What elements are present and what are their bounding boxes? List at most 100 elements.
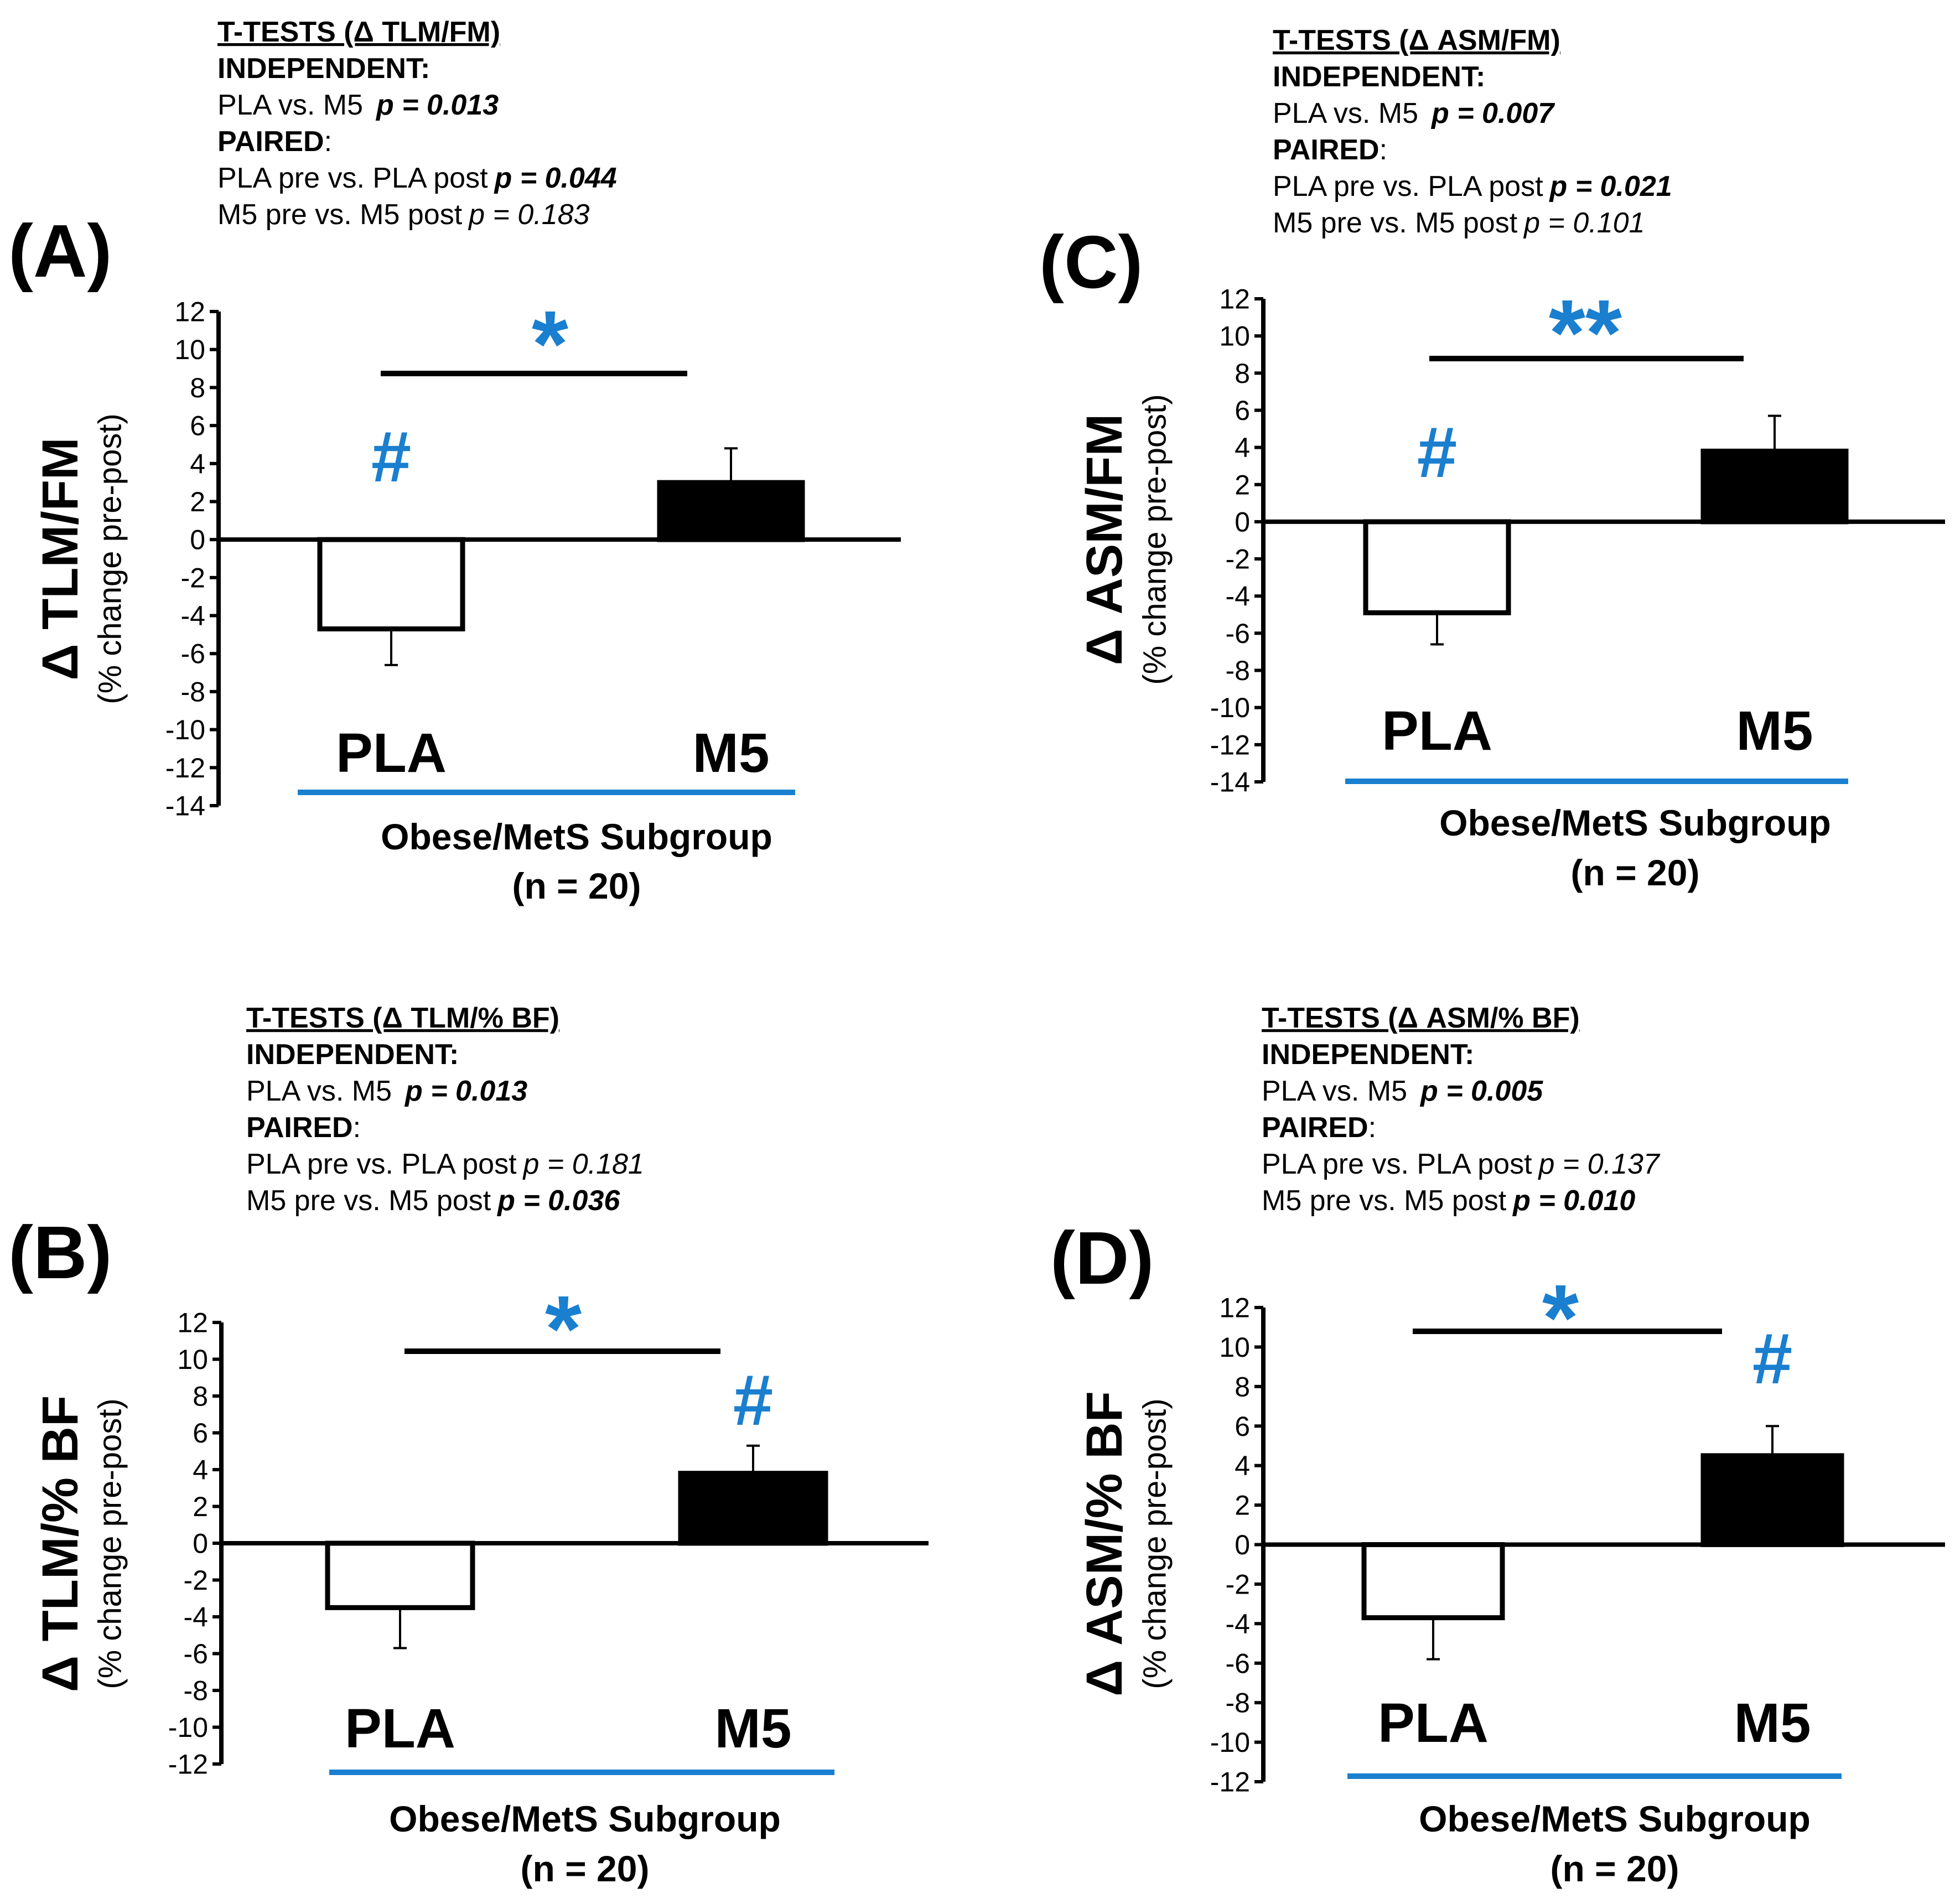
- category-label-m5: M5: [1734, 1692, 1811, 1754]
- stats-independent-p: p = 0.013: [404, 1075, 527, 1107]
- significance-star: *: [532, 292, 568, 397]
- stats-pla-text: PLA pre vs. PLA post: [217, 162, 488, 194]
- stats-paired-colon: :: [1380, 134, 1387, 166]
- y-tick-label: -8: [1226, 655, 1250, 686]
- y-tick-label: -2: [1226, 544, 1250, 575]
- y-tick-label: -2: [181, 562, 205, 593]
- y-tick-label: 2: [1235, 1490, 1250, 1521]
- hash-marker: #: [371, 416, 411, 497]
- stats-pla-row: PLA pre vs. PLA post p = 0.021: [1273, 170, 1672, 203]
- y-tick-label: -8: [184, 1675, 208, 1706]
- significance-star: **: [1549, 281, 1622, 386]
- stats-paired-label: PAIRED: [1273, 134, 1380, 166]
- y-tick-label: 0: [1235, 1529, 1250, 1560]
- y-tick-label: 8: [1235, 358, 1250, 389]
- stats-pla-text: PLA pre vs. PLA post: [1273, 170, 1543, 203]
- group-label: Obese/MetS Subgroup: [389, 1798, 781, 1839]
- y-tick-label: -12: [1210, 729, 1250, 760]
- y-tick-label: 4: [1235, 1450, 1250, 1481]
- y-axis-title: Δ ASM/% BF: [1076, 1391, 1133, 1697]
- y-tick-label: -4: [184, 1602, 208, 1633]
- hash-marker: #: [733, 1360, 773, 1440]
- stats-pla-text: PLA pre vs. PLA post: [246, 1148, 517, 1180]
- bar-pla: [1363, 519, 1511, 615]
- stats-pla-p: p = 0.181: [522, 1148, 644, 1180]
- stats-pla-row: PLA pre vs. PLA post p = 0.137: [1262, 1148, 1661, 1180]
- y-axis-title: Δ ASM/FM: [1076, 414, 1133, 666]
- y-tick-label: 12: [174, 297, 205, 328]
- category-label-pla: PLA: [1382, 700, 1492, 762]
- hash-marker: #: [1417, 412, 1457, 492]
- category-label-pla: PLA: [336, 722, 447, 784]
- stats-pla-p: p = 0.044: [494, 162, 617, 194]
- stats-title: T-TESTS (Δ ASM/FM): [1273, 24, 1560, 56]
- category-label-pla: PLA: [1378, 1692, 1489, 1754]
- stats-paired-label: PAIRED: [217, 126, 324, 158]
- y-tick-label: 2: [190, 486, 205, 517]
- y-tick-label: 0: [1235, 506, 1250, 537]
- y-tick-label: 0: [190, 525, 205, 556]
- y-tick-label: -10: [168, 1712, 208, 1743]
- group-label: Obese/MetS Subgroup: [381, 816, 772, 857]
- bar-m5: [657, 480, 805, 542]
- y-tick-label: 0: [193, 1528, 208, 1559]
- stats-paired-row: PAIRED:: [246, 1112, 361, 1144]
- panel-label: (D): [1050, 1216, 1154, 1300]
- significance-star: *: [1542, 1265, 1579, 1371]
- y-tick-label: 6: [193, 1418, 208, 1449]
- y-tick-label: -10: [1210, 1727, 1250, 1758]
- stats-pla-p: p = 0.137: [1538, 1148, 1661, 1180]
- y-tick-label: -12: [168, 1749, 208, 1780]
- stats-m5-p: p = 0.010: [1512, 1185, 1635, 1217]
- stats-m5-p: p = 0.101: [1523, 207, 1645, 239]
- stats-independent-p: p = 0.013: [375, 89, 499, 121]
- stats-title: T-TESTS (Δ TLM/% BF): [246, 1002, 559, 1034]
- group-n: (n = 20): [1571, 852, 1700, 893]
- y-tick-label: -6: [1226, 1648, 1250, 1679]
- y-tick-label: -2: [1226, 1569, 1250, 1600]
- y-tick-label: -12: [1210, 1767, 1250, 1798]
- stats-pla-text: PLA pre vs. PLA post: [1262, 1148, 1532, 1180]
- stats-paired-row: PAIRED:: [1262, 1112, 1376, 1144]
- stats-independent-row: PLA vs. M5 p = 0.013: [246, 1075, 527, 1107]
- stats-m5-p: p = 0.036: [496, 1185, 620, 1217]
- y-tick-label: -6: [184, 1638, 208, 1669]
- group-n: (n = 20): [512, 865, 641, 906]
- y-tick-label: 12: [1219, 1293, 1250, 1324]
- stats-m5-text: M5 pre vs. M5 post: [1262, 1185, 1507, 1217]
- stats-m5-text: M5 pre vs. M5 post: [246, 1185, 491, 1217]
- stats-paired-colon: :: [324, 126, 332, 158]
- stats-independent-p: p = 0.007: [1430, 97, 1555, 129]
- y-tick-label: 8: [190, 372, 205, 403]
- y-tick-label: 6: [1235, 1411, 1250, 1442]
- panel-a: T-TESTS (Δ TLM/FM) INDEPENDENT: PLA vs. M5…: [8, 16, 901, 906]
- stats-paired-label: PAIRED: [1262, 1112, 1368, 1144]
- stats-independent-p: p = 0.005: [1419, 1075, 1543, 1107]
- stats-title: T-TESTS (Δ TLM/FM): [217, 16, 500, 48]
- stats-independent-row: PLA vs. M5 p = 0.007: [1273, 97, 1555, 129]
- stats-pla-row: PLA pre vs. PLA post p = 0.044: [217, 162, 617, 194]
- y-tick-label: 10: [1219, 1332, 1250, 1363]
- bar-m5: [1700, 448, 1849, 525]
- stats-independent-label: INDEPENDENT:: [1262, 1039, 1474, 1071]
- y-axis-subtitle: (% change pre-post): [1137, 1398, 1173, 1689]
- category-label-pla: PLA: [345, 1698, 455, 1760]
- group-label: Obese/MetS Subgroup: [1419, 1798, 1811, 1839]
- y-tick-label: 10: [1219, 321, 1250, 352]
- y-tick-label: -14: [1210, 767, 1250, 798]
- y-tick-label: 12: [1219, 284, 1250, 315]
- y-tick-label: -8: [1226, 1688, 1250, 1719]
- y-tick-label: -4: [1226, 581, 1250, 612]
- y-tick-label: -4: [181, 600, 205, 631]
- y-axis-subtitle: (% change pre-post): [92, 413, 128, 704]
- group-n: (n = 20): [1550, 1848, 1679, 1889]
- bar-m5: [678, 1471, 828, 1546]
- y-tick-label: -8: [181, 676, 205, 707]
- stats-independent-row: PLA vs. M5 p = 0.005: [1262, 1075, 1543, 1107]
- bar-m5: [1700, 1453, 1844, 1547]
- stats-independent-text: PLA vs. M5: [217, 89, 363, 121]
- stats-m5-text: M5 pre vs. M5 post: [1273, 207, 1518, 239]
- y-axis-title: Δ TLM/FM: [32, 437, 89, 680]
